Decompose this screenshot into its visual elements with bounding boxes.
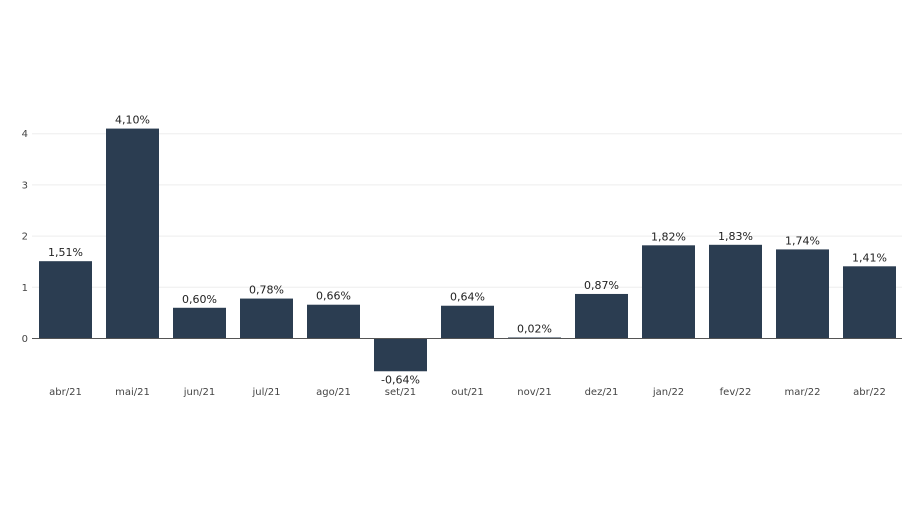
x-tick-label: ago/21 <box>316 387 351 398</box>
x-tick-label: mar/22 <box>784 387 820 398</box>
data-label: 4,10% <box>115 114 150 127</box>
x-tick-label: fev/22 <box>720 387 752 398</box>
data-label: 1,41% <box>852 251 887 264</box>
bar-abr-21 <box>39 261 92 339</box>
y-tick-label: 2 <box>22 232 28 243</box>
x-tick-label: jun/21 <box>183 387 216 398</box>
bar-dez-21 <box>575 293 628 339</box>
bar-out-21 <box>441 305 494 339</box>
data-label: 0,64% <box>450 291 485 304</box>
x-tick-label: mai/21 <box>115 387 150 398</box>
x-tick-label: out/21 <box>451 387 483 398</box>
axes: 0 1 2 3 4 abr/21 mai/21 jun/21 jul/21 ago/21 set/2… <box>22 129 902 398</box>
data-label: 0,66% <box>316 290 351 303</box>
data-label: 1,82% <box>651 230 686 243</box>
y-tick-label: 1 <box>22 283 28 294</box>
data-labels: 1,51% 4,10% 0,60% 0,78% 0,66% -0,64% 0,64% 0,02… <box>48 114 887 387</box>
y-tick-label: 0 <box>22 334 28 345</box>
x-tick-label: jan/22 <box>652 387 684 398</box>
bar-set-21 <box>374 338 427 372</box>
bar-jul-21 <box>240 298 293 339</box>
y-tick-label: 4 <box>22 129 28 140</box>
data-label: 0,78% <box>249 284 284 297</box>
bar-fev-22 <box>709 244 762 339</box>
data-label: -0,64% <box>381 373 420 386</box>
bar-nov-21 <box>508 337 561 339</box>
y-tick-label: 3 <box>22 180 28 191</box>
x-tick-label: set/21 <box>385 387 416 398</box>
data-label: 1,51% <box>48 246 83 259</box>
bar-ago-21 <box>307 304 360 339</box>
x-tick-label: dez/21 <box>585 387 619 398</box>
data-label: 0,87% <box>584 279 619 292</box>
x-tick-label: abr/22 <box>853 387 886 398</box>
bars <box>39 128 896 372</box>
bar-jun-21 <box>173 307 226 339</box>
bar-mar-22 <box>776 249 829 339</box>
x-tick-label: abr/21 <box>49 387 82 398</box>
bar-mai-21 <box>106 128 159 339</box>
x-tick-label: jul/21 <box>252 387 281 398</box>
data-label: 0,60% <box>182 293 217 306</box>
grid-lines <box>32 133 902 288</box>
x-tick-label: nov/21 <box>517 387 551 398</box>
data-label: 0,02% <box>517 322 552 335</box>
bar-jan-22 <box>642 245 695 339</box>
data-label: 1,74% <box>785 234 820 247</box>
data-label: 1,83% <box>718 230 753 243</box>
bar-abr-22 <box>843 266 896 339</box>
